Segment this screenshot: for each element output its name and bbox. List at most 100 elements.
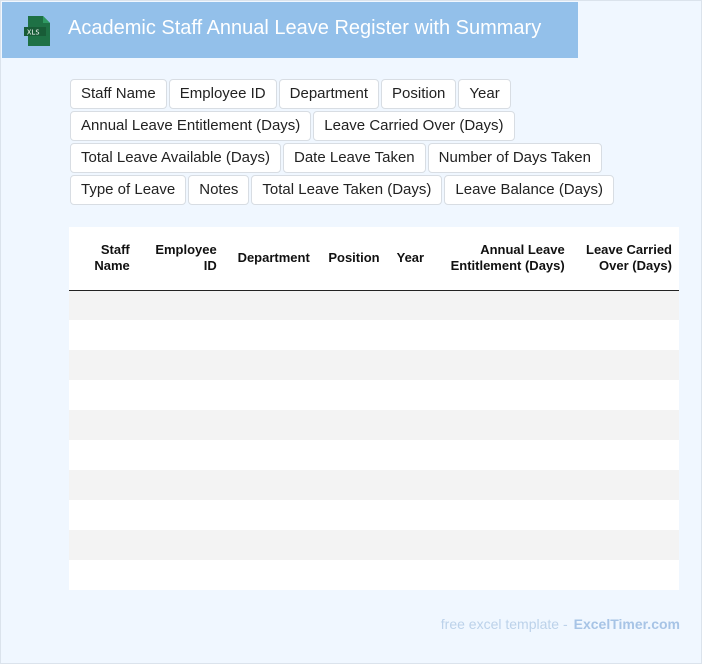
title-bar: XLS Academic Staff Annual Leave Register… xyxy=(2,2,578,58)
column-header: Position xyxy=(316,227,387,291)
table-cell[interactable] xyxy=(386,410,432,440)
table-cell[interactable] xyxy=(571,470,679,500)
table-cell[interactable] xyxy=(431,530,572,560)
column-header: Year xyxy=(386,227,432,291)
table-cell[interactable] xyxy=(223,410,317,440)
table-row xyxy=(69,440,679,470)
table-cell[interactable] xyxy=(572,380,679,410)
table-cell[interactable] xyxy=(69,500,137,530)
column-header: Department xyxy=(223,227,317,291)
table-cell[interactable] xyxy=(572,320,679,350)
field-row: Staff Name Employee ID Department Position Y… xyxy=(70,79,630,109)
table-cell[interactable] xyxy=(69,530,137,560)
footer-brand-link[interactable]: ExcelTimer.com xyxy=(573,616,680,632)
field-list: Staff Name Employee ID Department Position Y… xyxy=(70,79,630,207)
table-cell[interactable] xyxy=(431,500,572,530)
table-cell[interactable] xyxy=(317,560,387,590)
table-cell[interactable] xyxy=(224,500,317,530)
table-cell[interactable] xyxy=(316,530,387,560)
table-cell[interactable] xyxy=(69,410,137,440)
table-cell[interactable] xyxy=(431,290,572,320)
column-header: Employee ID xyxy=(136,227,224,291)
table-cell[interactable] xyxy=(69,290,137,320)
table-cell[interactable] xyxy=(316,470,387,500)
table-cell[interactable] xyxy=(136,410,224,440)
table-cell[interactable] xyxy=(571,410,679,440)
table-row xyxy=(69,500,679,530)
table-cell[interactable] xyxy=(387,380,432,410)
table-cell[interactable] xyxy=(317,500,387,530)
table-cell[interactable] xyxy=(136,470,224,500)
field-tag: Date Leave Taken xyxy=(283,143,426,173)
table-cell[interactable] xyxy=(387,320,432,350)
table-header-row: Staff Name Employee ID Department Position Y… xyxy=(69,227,679,291)
table-cell[interactable] xyxy=(387,440,432,470)
table-cell[interactable] xyxy=(69,320,137,350)
table-cell[interactable] xyxy=(136,530,224,560)
table-cell[interactable] xyxy=(137,440,224,470)
table-cell[interactable] xyxy=(386,470,432,500)
table-cell[interactable] xyxy=(317,380,387,410)
table-cell[interactable] xyxy=(431,440,572,470)
table-cell[interactable] xyxy=(317,440,387,470)
table-cell[interactable] xyxy=(572,440,679,470)
table-cell[interactable] xyxy=(571,290,679,320)
table-cell[interactable] xyxy=(317,320,387,350)
table-cell[interactable] xyxy=(431,380,572,410)
table-row xyxy=(69,380,679,410)
table-cell[interactable] xyxy=(69,350,137,380)
table-cell[interactable] xyxy=(136,290,224,320)
field-tag: Staff Name xyxy=(70,79,167,109)
column-header: Staff Name xyxy=(69,227,137,291)
svg-text:XLS: XLS xyxy=(27,29,40,37)
table-cell[interactable] xyxy=(69,470,137,500)
field-tag: Total Leave Taken (Days) xyxy=(251,175,443,205)
table-cell[interactable] xyxy=(431,560,572,590)
table-cell[interactable] xyxy=(387,500,432,530)
table-cell[interactable] xyxy=(223,530,317,560)
table-cell[interactable] xyxy=(224,560,317,590)
table-cell[interactable] xyxy=(386,350,432,380)
table-cell[interactable] xyxy=(223,470,317,500)
table-cell[interactable] xyxy=(69,440,137,470)
field-tag: Notes xyxy=(188,175,250,205)
table-cell[interactable] xyxy=(223,350,317,380)
column-header: Annual Leave Entitlement (Days) xyxy=(431,227,572,291)
table-cell[interactable] xyxy=(137,320,224,350)
field-tag: Total Leave Available (Days) xyxy=(70,143,281,173)
table-cell[interactable] xyxy=(431,350,572,380)
table-cell[interactable] xyxy=(223,290,317,320)
table-cell[interactable] xyxy=(224,320,317,350)
table-row xyxy=(69,350,679,380)
table-cell[interactable] xyxy=(137,560,224,590)
table-row xyxy=(69,470,679,500)
table-cell[interactable] xyxy=(387,560,432,590)
table-cell[interactable] xyxy=(224,380,317,410)
table-cell[interactable] xyxy=(571,530,679,560)
table-row xyxy=(69,320,679,350)
table-cell[interactable] xyxy=(136,350,224,380)
table-cell[interactable] xyxy=(316,410,387,440)
table-cell[interactable] xyxy=(571,350,679,380)
table-cell[interactable] xyxy=(137,500,224,530)
table-cell[interactable] xyxy=(224,440,317,470)
table-cell[interactable] xyxy=(386,530,432,560)
xls-file-icon: XLS xyxy=(24,16,50,46)
field-tag: Leave Balance (Days) xyxy=(444,175,614,205)
table-cell[interactable] xyxy=(386,290,432,320)
column-header: Leave Carried Over (Days) xyxy=(571,227,679,291)
leave-register-table: Staff Name Employee ID Department Position Y… xyxy=(69,227,679,590)
table-cell[interactable] xyxy=(316,350,387,380)
table-cell[interactable] xyxy=(431,470,572,500)
table-cell[interactable] xyxy=(69,560,137,590)
table-cell[interactable] xyxy=(431,410,572,440)
table-cell[interactable] xyxy=(572,560,679,590)
table-cell[interactable] xyxy=(69,380,137,410)
table-cell[interactable] xyxy=(431,320,572,350)
table-row xyxy=(69,560,679,590)
table-cell[interactable] xyxy=(137,380,224,410)
field-tag: Department xyxy=(278,79,380,109)
table-cell[interactable] xyxy=(572,500,679,530)
table-cell[interactable] xyxy=(316,290,387,320)
